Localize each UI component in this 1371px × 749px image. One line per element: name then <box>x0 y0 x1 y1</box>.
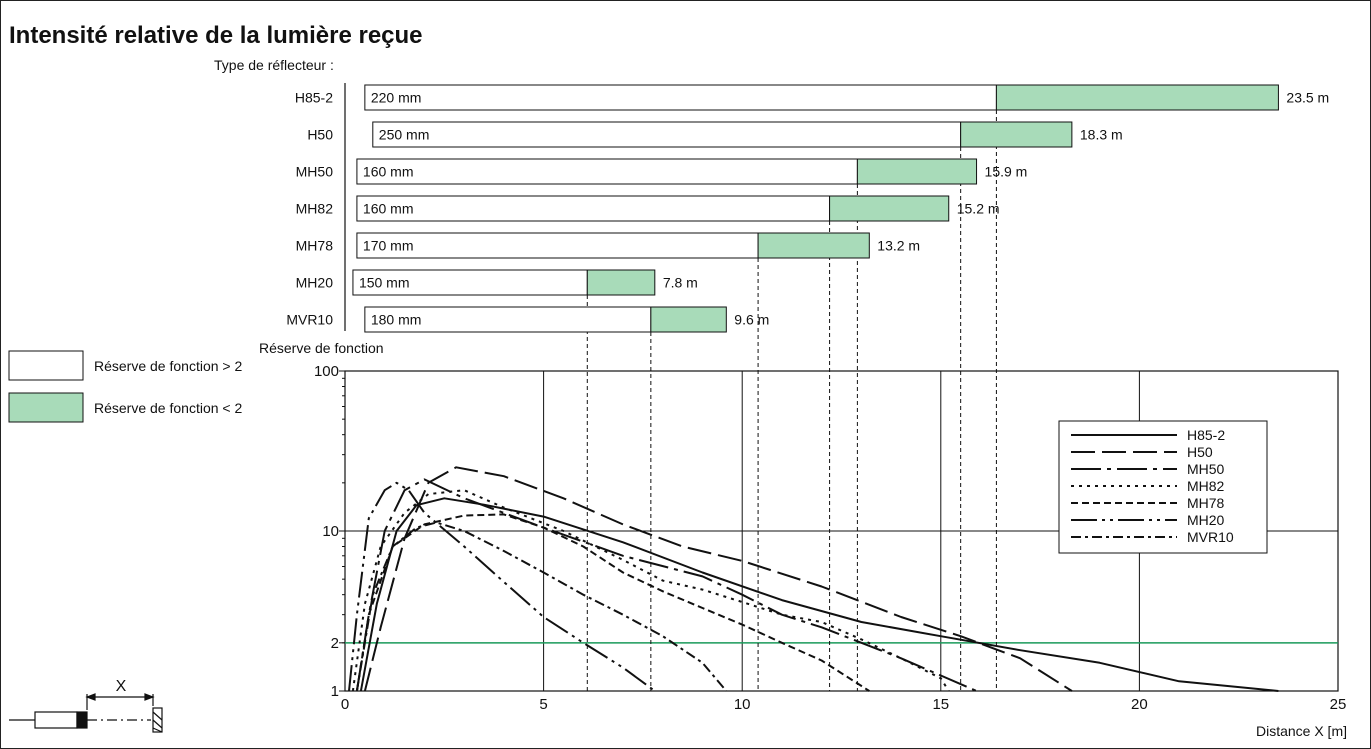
reflector-row-mh82: MH82 160 mm 15.2 m <box>296 195 1000 222</box>
x-tick-label: 20 <box>1131 696 1148 713</box>
reflector-name: H50 <box>307 127 333 143</box>
reflector-size: 160 mm <box>363 164 414 180</box>
legend-text-above: Réserve de fonction > 2 <box>94 358 242 374</box>
bar-above-2 <box>364 306 652 333</box>
y-axis-label: Réserve de fonction <box>259 340 384 356</box>
y-tick-label: 100 <box>314 363 339 380</box>
legend-text-below: Réserve de fonction < 2 <box>94 400 242 416</box>
curve-mh82 <box>351 489 950 692</box>
axis-ticks: 0 5 10 15 20 25 1 2 10 100 <box>314 363 1346 713</box>
curve-mh50 <box>355 478 977 692</box>
reflector-size: 160 mm <box>363 201 414 217</box>
legend-swatch-below <box>8 392 84 423</box>
bar-above-2 <box>372 121 962 148</box>
bar-below-2 <box>650 306 727 333</box>
curve-mh20 <box>348 481 656 692</box>
y-tick-label: 1 <box>331 683 339 700</box>
reflector-row-mh50: MH50 160 mm 15.9 m <box>296 158 1028 185</box>
reflector-max-range: 23.5 m <box>1286 90 1329 106</box>
x-tick-label: 25 <box>1330 696 1347 713</box>
reflector-row-mvr10: MVR10 180 mm 9.6 m <box>286 306 769 333</box>
legend-label-mh50: MH50 <box>1187 461 1225 477</box>
reflector-name: MH50 <box>296 164 334 180</box>
reflector-heading: Type de réflecteur : <box>214 57 334 73</box>
reflector-name: MH20 <box>296 275 334 291</box>
curve-mvr10 <box>355 521 728 692</box>
legend-swatch-above <box>8 350 84 381</box>
reflector-bars: H85-2 220 mm 23.5 m H50 250 mm 18.3 m MH50 160 … <box>286 84 1329 333</box>
reflector-row-h50: H50 250 mm 18.3 m <box>307 121 1123 148</box>
bar-below-2 <box>856 158 978 185</box>
bar-above-2 <box>356 158 858 185</box>
reflector-size: 150 mm <box>359 275 410 291</box>
bar-below-2 <box>586 269 656 296</box>
x-tick-label: 10 <box>734 696 751 713</box>
y-tick-label: 2 <box>331 635 339 652</box>
curve-series <box>348 466 1279 692</box>
legend-label-mh82: MH82 <box>1187 478 1225 494</box>
legend-label-h85-2: H85-2 <box>1187 427 1225 443</box>
bar-below-2 <box>757 232 870 259</box>
legend-label-mh20: MH20 <box>1187 512 1225 528</box>
legend-label-h50: H50 <box>1187 444 1213 460</box>
x-tick-label: 15 <box>932 696 949 713</box>
reflector-name: MH82 <box>296 201 334 217</box>
reflector-size: 170 mm <box>363 238 414 254</box>
x-tick-label: 5 <box>539 696 547 713</box>
schematic-x-label: X <box>116 678 127 695</box>
legend-frame <box>1058 420 1268 554</box>
reflector-name: H85-2 <box>295 90 333 106</box>
chart-title: Intensité relative de la lumière reçue <box>9 22 423 49</box>
reflector-size: 220 mm <box>371 90 422 106</box>
bar-below-2 <box>960 121 1073 148</box>
reflector-name: MH78 <box>296 238 334 254</box>
legend-box-below: Réserve de fonction < 2 <box>8 392 242 423</box>
reflector-row-mh20: MH20 150 mm 7.8 m <box>296 269 698 296</box>
reflector-row-mh78: MH78 170 mm 13.2 m <box>296 232 920 259</box>
reflector-size: 250 mm <box>379 127 430 143</box>
reflector-row-h85-2: H85-2 220 mm 23.5 m <box>295 84 1329 111</box>
reflector-max-range: 13.2 m <box>877 238 920 254</box>
bar-above-2 <box>364 84 997 111</box>
bar-above-2 <box>356 232 759 259</box>
reflector-max-range: 15.9 m <box>985 164 1028 180</box>
curve-h50 <box>363 466 1073 692</box>
reflector-max-range: 9.6 m <box>734 312 769 328</box>
legend-label-mh78: MH78 <box>1187 495 1225 511</box>
threshold-drop-lines <box>586 110 997 691</box>
reflector-max-range: 15.2 m <box>957 201 1000 217</box>
bar-below-2 <box>829 195 950 222</box>
sensor-schematic-icon <box>9 693 163 733</box>
curve-h85-2 <box>359 497 1279 692</box>
curve-mh78 <box>355 513 870 692</box>
bar-below-2 <box>995 84 1279 111</box>
reflector-size: 180 mm <box>371 312 422 328</box>
reflector-max-range: 18.3 m <box>1080 127 1123 143</box>
x-tick-label: 0 <box>341 696 349 713</box>
y-tick-label: 10 <box>322 523 339 540</box>
reflector-name: MVR10 <box>286 312 333 328</box>
bar-above-2 <box>356 195 831 222</box>
legend-box-above: Réserve de fonction > 2 <box>8 350 242 381</box>
x-axis-label: Distance X [m] <box>1256 723 1347 739</box>
legend-label-mvr10: MVR10 <box>1187 529 1234 545</box>
reflector-max-range: 7.8 m <box>663 275 698 291</box>
